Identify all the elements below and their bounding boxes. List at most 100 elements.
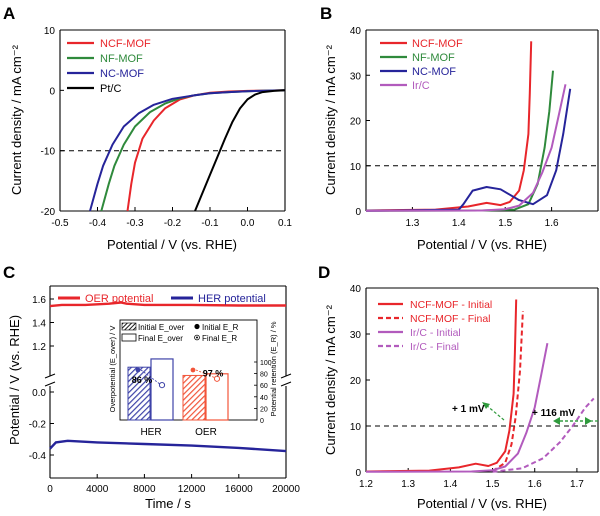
panel-c-ytick-label: -0.4	[29, 451, 47, 462]
annotation-116mv: + 116 mV	[532, 408, 575, 419]
panel-c-ytick-label: 1.4	[32, 319, 46, 330]
panel-d-letter: D	[318, 263, 330, 282]
panel-d-ytick-label: 0	[355, 468, 361, 479]
panel-b: B 1.3 1.4 1.5 1.6 0 10 20 30 40 NCF-MOF NF-MOF N…	[320, 4, 599, 252]
panel-b-xtick-label: 1.3	[405, 218, 419, 229]
panel-d-ylabel: Current density / mA cm⁻²	[323, 304, 338, 455]
inset-right-tick-label: 100	[260, 360, 272, 367]
inset-right-tick-label: 0	[260, 418, 264, 425]
panel-d-ytick-label: 20	[350, 376, 362, 387]
panel-d-series-0	[365, 299, 518, 473]
panel-c-xtick-label: 16000	[225, 484, 253, 495]
panel-d-legend: NCF-MOF - Initial NCF-MOF - Final Ir/C -…	[378, 299, 492, 353]
panel-d-annotations: + 1 mV + 116 mV	[452, 402, 600, 425]
inset-right-tick-label: 60	[260, 383, 268, 390]
legend-a-ncf: NCF-MOF	[100, 38, 151, 50]
panel-a-series-1	[100, 89, 286, 212]
panel-c-xtick-label: 4000	[86, 484, 109, 495]
panel-a-series-2	[89, 89, 286, 212]
panel-b-letter: B	[320, 4, 332, 23]
panel-d-xlabel: Potential / V (vs. RHE)	[417, 496, 547, 511]
arrow-1mv	[485, 404, 505, 421]
panel-d-xtick-label: 1.3	[401, 479, 415, 490]
panel-a-ytick-label: -10	[41, 147, 56, 158]
inset-right-tick-label: 40	[260, 395, 268, 402]
panel-d-xtick-label: 1.5	[486, 479, 500, 490]
inset-right-tick-label: 80	[260, 372, 268, 379]
panel-b-series-0	[365, 41, 533, 212]
inset-legend-initial-er: Initial E_R	[202, 323, 239, 332]
panel-d-ytick-label: 10	[350, 422, 362, 433]
panel-c-ytick-label: 1.6	[32, 295, 46, 306]
panel-a-xtick-label: -0.5	[51, 218, 69, 229]
panel-d-xtick-label: 1.7	[570, 479, 584, 490]
inset-legend-final-er: Final E_R	[202, 334, 237, 343]
panel-c-xtick-label: 8000	[133, 484, 156, 495]
panel-c-ytick-label: -0.2	[29, 420, 47, 431]
inset-legend-final-eover: Final E_over	[138, 334, 183, 343]
panel-d: D 1.2 1.3 1.4 1.5 1.6 1.7 0 10 20 30 40 NCF-MOF - …	[318, 263, 600, 511]
panel-c-ylabel: Potential / V (vs. RHE)	[7, 315, 22, 445]
panel-b-series-3	[365, 84, 567, 212]
inset-chart: Initial E_over Final E_over Initial E_R …	[108, 319, 278, 438]
panel-c-series-1	[49, 439, 287, 453]
inset-retention-final-1	[213, 375, 221, 382]
legend-c-oer: OER potential	[85, 293, 153, 305]
panel-a-xtick-label: 0.1	[278, 218, 292, 229]
panel-c-xtick-label: 20000	[272, 484, 300, 495]
inset-bar-initial-0	[127, 366, 151, 421]
inset-retention-initial-0	[135, 367, 141, 373]
panel-d-xtick-label: 1.2	[359, 479, 373, 490]
panel-d-xtick-label: 1.6	[528, 479, 542, 490]
inset-retention-label-0: 86 %	[132, 375, 153, 385]
panel-d-xtick-label: 1.4	[443, 479, 457, 490]
inset-right-tick-label: 20	[260, 406, 268, 413]
panel-a-ylabel: Current density / mA cm⁻²	[9, 44, 24, 195]
inset-bar-initial-1	[182, 374, 206, 421]
panel-a-ytick-label: 0	[49, 86, 55, 97]
panel-b-xtick-label: 1.4	[452, 218, 466, 229]
legend-b-nf: NF-MOF	[412, 52, 455, 64]
panel-a-series-3	[194, 89, 286, 212]
inset-cat-oer: OER	[195, 427, 217, 438]
legend-d-irc-final: Ir/C - Final	[410, 341, 459, 353]
legend-b-irc: Ir/C	[412, 80, 430, 92]
panel-a-xtick-label: -0.3	[126, 218, 144, 229]
panel-d-ytick-label: 40	[350, 284, 362, 295]
legend-a-ptc: Pt/C	[100, 83, 121, 95]
panel-c-series-0	[49, 301, 286, 308]
inset-ylabel-left: Overpotential (E_over) / V	[108, 326, 117, 413]
panel-d-series-2	[365, 343, 549, 473]
panel-c-ytick-label: 1.2	[32, 342, 46, 353]
inset-legend-initial-eover: Initial E_over	[138, 323, 185, 332]
panel-b-ytick-label: 40	[350, 26, 362, 37]
panel-a-xtick-label: -0.2	[164, 218, 182, 229]
panel-c-xtick-label: 0	[47, 484, 53, 495]
legend-a-nf: NF-MOF	[100, 53, 143, 65]
panel-c: C 0 4000 8000 12000 16000 20000 1.2 1.4 1.6 -0.4 -…	[3, 263, 300, 511]
legend-d-ncf-initial: NCF-MOF - Initial	[410, 299, 492, 311]
legend-d-ncf-final: NCF-MOF - Final	[410, 313, 491, 325]
legend-a-nc: NC-MOF	[100, 68, 144, 80]
panel-a-ytick-label: -20	[41, 207, 56, 218]
panel-b-series-2	[365, 88, 572, 212]
legend-b-nc: NC-MOF	[412, 66, 456, 78]
legend-b-ncf: NCF-MOF	[412, 38, 463, 50]
axis-break-left	[44, 373, 56, 379]
inset-retention-label-1: 97 %	[203, 369, 224, 379]
inset-retention-initial-1	[190, 367, 196, 373]
panel-a-xtick-label: -0.4	[89, 218, 107, 229]
panel-b-xtick-label: 1.6	[545, 218, 559, 229]
panel-b-ylabel: Current density / mA cm⁻²	[323, 44, 338, 195]
panel-b-ytick-label: 10	[350, 162, 362, 173]
inset-bar-final-0	[150, 358, 174, 421]
inset-bar-final-1	[205, 373, 229, 421]
panel-a-xtick-label: 0.0	[241, 218, 255, 229]
legend-d-irc-initial: Ir/C - Initial	[410, 327, 461, 339]
panel-c-legend: OER potential HER potential	[58, 293, 266, 305]
inset-cat-her: HER	[140, 427, 161, 438]
panel-d-series-1	[491, 310, 524, 472]
panel-a-legend: NCF-MOF NF-MOF NC-MOF Pt/C	[67, 38, 151, 95]
inset-retention-final-0	[158, 382, 166, 389]
